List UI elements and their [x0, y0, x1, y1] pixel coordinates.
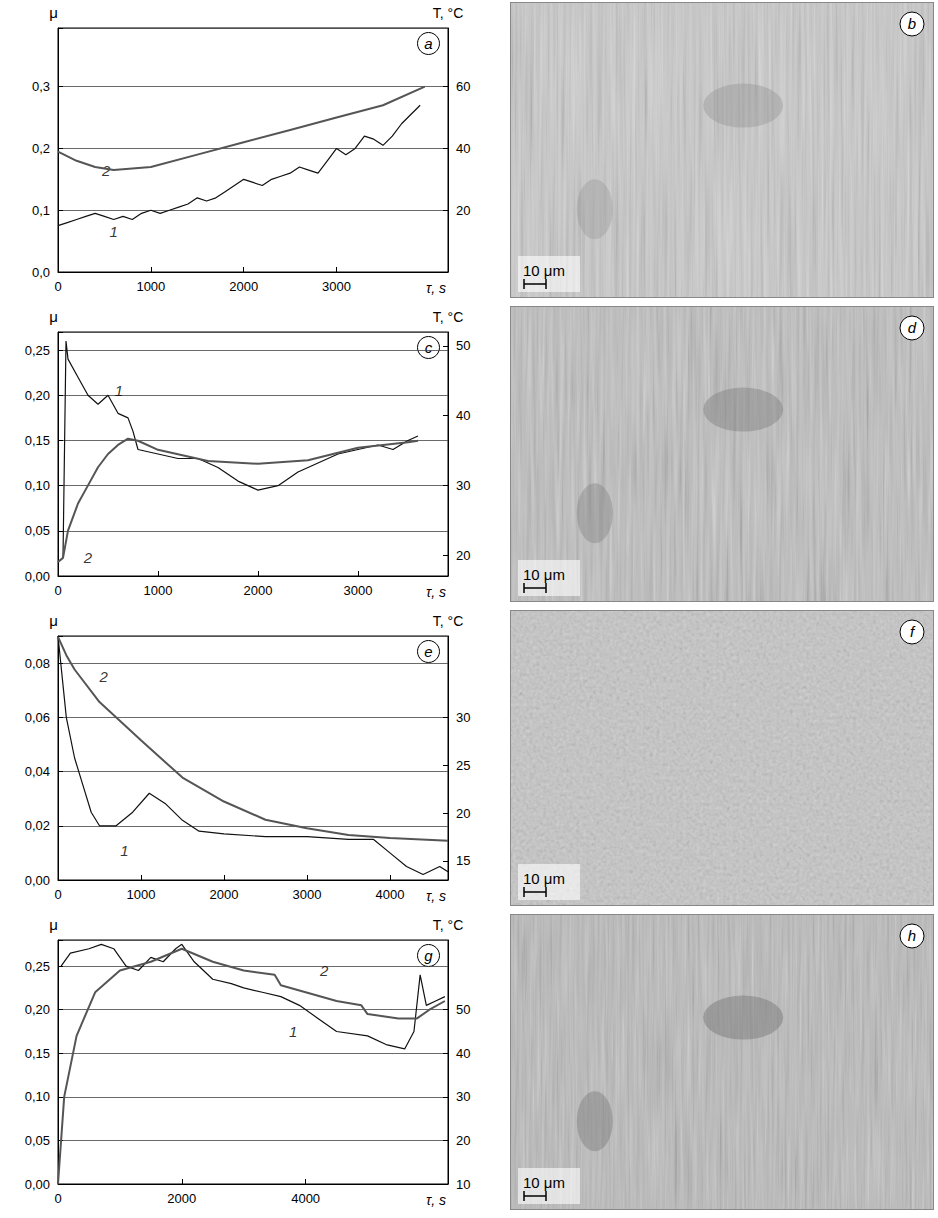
svg-text:a: a — [424, 35, 432, 52]
svg-text:60: 60 — [456, 79, 470, 94]
svg-text:10 μm: 10 μm — [523, 566, 565, 583]
svg-text:1000: 1000 — [136, 279, 165, 294]
svg-text:1: 1 — [110, 223, 118, 240]
svg-text:0: 0 — [54, 279, 61, 294]
svg-text:1000: 1000 — [127, 887, 156, 902]
svg-text:2000: 2000 — [244, 583, 273, 598]
svg-text:2000: 2000 — [209, 887, 238, 902]
svg-text:0,10: 0,10 — [25, 478, 50, 493]
svg-text:0,20: 0,20 — [25, 1002, 50, 1017]
svg-text:0,25: 0,25 — [25, 959, 50, 974]
svg-text:τ, s: τ, s — [426, 888, 446, 904]
svg-text:0,20: 0,20 — [25, 388, 50, 403]
svg-text:20: 20 — [456, 806, 470, 821]
svg-text:1: 1 — [289, 1023, 297, 1040]
svg-text:10 μm: 10 μm — [523, 1174, 565, 1191]
svg-text:30: 30 — [456, 1089, 470, 1104]
svg-text:10 μm: 10 μm — [523, 870, 565, 887]
svg-text:50: 50 — [456, 338, 470, 353]
svg-text:τ, s: τ, s — [426, 584, 446, 600]
svg-text:μ: μ — [49, 4, 58, 21]
svg-text:T, °C: T, °C — [433, 5, 464, 21]
svg-text:0,25: 0,25 — [25, 343, 50, 358]
svg-text:2: 2 — [98, 668, 108, 685]
svg-text:c: c — [425, 339, 433, 356]
svg-text:3000: 3000 — [344, 583, 373, 598]
svg-text:3000: 3000 — [292, 887, 321, 902]
svg-text:T, °C: T, °C — [433, 309, 464, 325]
svg-text:f: f — [910, 623, 916, 640]
svg-text:0,00: 0,00 — [25, 873, 50, 888]
svg-text:0: 0 — [54, 887, 61, 902]
svg-text:0: 0 — [54, 1191, 61, 1206]
svg-text:4000: 4000 — [375, 887, 404, 902]
svg-text:0,04: 0,04 — [25, 764, 50, 779]
svg-text:2000: 2000 — [167, 1191, 196, 1206]
svg-text:40: 40 — [456, 408, 470, 423]
svg-text:2000: 2000 — [229, 279, 258, 294]
svg-text:0,02: 0,02 — [25, 818, 50, 833]
svg-text:0: 0 — [54, 583, 61, 598]
svg-text:τ, s: τ, s — [426, 280, 446, 296]
svg-text:T, °C: T, °C — [433, 917, 464, 933]
svg-text:0,05: 0,05 — [25, 1133, 50, 1148]
svg-text:0,0: 0,0 — [32, 265, 50, 280]
svg-text:μ: μ — [49, 308, 58, 325]
svg-text:40: 40 — [456, 141, 470, 156]
svg-text:2: 2 — [319, 962, 329, 979]
svg-text:2: 2 — [102, 161, 111, 179]
svg-text:0,10: 0,10 — [25, 1089, 50, 1104]
svg-text:15: 15 — [456, 853, 470, 868]
svg-text:0,06: 0,06 — [25, 710, 50, 725]
svg-text:0,08: 0,08 — [25, 656, 50, 671]
svg-text:2: 2 — [83, 549, 93, 566]
svg-text:0,1: 0,1 — [32, 203, 50, 218]
svg-text:0,2: 0,2 — [32, 141, 50, 156]
svg-text:h: h — [908, 927, 916, 944]
svg-text:μ: μ — [49, 916, 58, 933]
svg-text:1000: 1000 — [144, 583, 173, 598]
svg-text:30: 30 — [456, 478, 470, 493]
svg-text:0,3: 0,3 — [32, 79, 50, 94]
svg-text:1: 1 — [115, 382, 123, 399]
svg-text:20: 20 — [456, 1133, 470, 1148]
svg-text:0,00: 0,00 — [25, 569, 50, 584]
svg-text:50: 50 — [456, 1002, 470, 1017]
svg-text:20: 20 — [456, 548, 470, 563]
svg-text:T, °C: T, °C — [433, 613, 464, 629]
svg-text:10 μm: 10 μm — [523, 262, 565, 279]
svg-text:1: 1 — [120, 842, 128, 859]
svg-text:g: g — [424, 947, 433, 964]
svg-text:25: 25 — [456, 758, 470, 773]
svg-text:τ, s: τ, s — [426, 1192, 446, 1208]
svg-text:d: d — [908, 319, 917, 336]
svg-text:0,15: 0,15 — [25, 433, 50, 448]
svg-text:20: 20 — [456, 203, 470, 218]
svg-text:30: 30 — [456, 710, 470, 725]
svg-text:40: 40 — [456, 1046, 470, 1061]
svg-text:μ: μ — [49, 612, 58, 629]
svg-text:0,05: 0,05 — [25, 523, 50, 538]
svg-text:4000: 4000 — [291, 1191, 320, 1206]
svg-text:0,00: 0,00 — [25, 1177, 50, 1192]
svg-text:e: e — [424, 643, 432, 660]
svg-text:b: b — [908, 15, 916, 32]
svg-text:0,15: 0,15 — [25, 1046, 50, 1061]
svg-text:3000: 3000 — [322, 279, 351, 294]
svg-text:10: 10 — [456, 1177, 470, 1192]
